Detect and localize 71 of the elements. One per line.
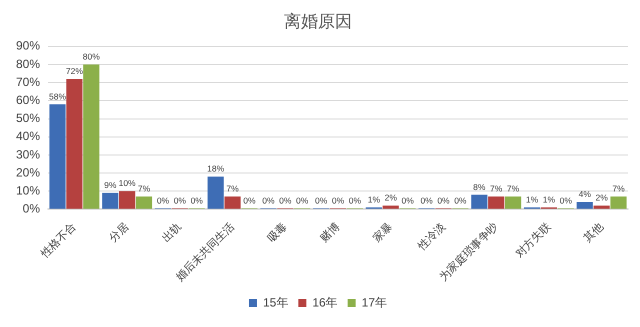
- x-tick-label: 性冷淡: [415, 220, 448, 254]
- data-label: 0%: [174, 195, 186, 206]
- data-label: 0%: [314, 195, 328, 206]
- data-label: 4%: [578, 189, 592, 200]
- data-label: 0%: [332, 195, 345, 206]
- data-label: 0%: [420, 195, 434, 206]
- data-label: 0%: [560, 195, 572, 206]
- y-tick-label: 0%: [22, 202, 40, 216]
- data-label: 0%: [262, 195, 275, 206]
- legend-label: 15年: [262, 295, 288, 310]
- data-label: 7%: [612, 184, 626, 194]
- y-tick-label: 20%: [16, 165, 40, 180]
- data-label: 7%: [138, 184, 151, 194]
- data-label: 0%: [437, 195, 450, 206]
- y-tick-label: 70%: [16, 74, 40, 89]
- data-label: 0%: [348, 195, 362, 206]
- data-label: 2%: [595, 192, 608, 203]
- y-tick-label: 90%: [16, 38, 40, 53]
- legend-label: 17年: [362, 295, 388, 310]
- data-label: 10%: [118, 178, 136, 188]
- x-tick-label: 家暴: [370, 220, 395, 245]
- data-label: 7%: [226, 184, 240, 194]
- data-label: 7%: [490, 184, 503, 194]
- x-tick-label: 出轨: [159, 220, 184, 245]
- y-tick-label: 10%: [16, 183, 40, 198]
- bar: [471, 194, 488, 209]
- x-tick-label: 其他: [581, 220, 606, 245]
- bar: [594, 206, 610, 209]
- x-tick-label: 吸毒: [264, 220, 290, 245]
- bar: [382, 206, 399, 209]
- data-label: 0%: [454, 195, 467, 206]
- bar: [119, 191, 136, 209]
- bar: [83, 64, 100, 209]
- bar: [576, 202, 593, 209]
- y-tick-label: 80%: [16, 56, 40, 71]
- data-label: 0%: [401, 195, 414, 206]
- data-label: 8%: [473, 182, 486, 192]
- data-label: 80%: [82, 52, 100, 62]
- x-tick-label: 性格不合: [38, 220, 79, 261]
- y-tick-label: 50%: [16, 111, 40, 126]
- bar: [610, 196, 627, 209]
- data-label: 9%: [104, 180, 117, 190]
- data-label: 0%: [279, 195, 292, 206]
- bar: [102, 192, 118, 209]
- data-label: 7%: [506, 184, 520, 194]
- data-label: 0%: [190, 195, 204, 206]
- legend-label: 16年: [312, 295, 338, 310]
- bar: [488, 196, 504, 209]
- data-label: 72%: [66, 66, 84, 76]
- data-label: 58%: [49, 91, 66, 102]
- x-tick-label: 赌博: [318, 220, 342, 245]
- y-tick-label: 60%: [16, 92, 40, 107]
- data-label: 0%: [156, 195, 170, 206]
- bar: [136, 196, 152, 209]
- x-tick-label: 对方失联: [512, 220, 554, 260]
- y-tick-label: 40%: [16, 129, 40, 144]
- bar: [66, 78, 82, 209]
- data-label: 1%: [542, 194, 556, 205]
- data-label: 0%: [296, 195, 309, 206]
- data-label: 1%: [526, 194, 539, 205]
- bar: [504, 196, 522, 209]
- data-label: 0%: [243, 195, 256, 206]
- y-tick-label: 30%: [16, 147, 40, 162]
- chart-title: 离婚原因: [284, 12, 352, 31]
- x-tick-label: 分居: [107, 220, 132, 245]
- bar: [49, 104, 66, 209]
- data-label: 18%: [207, 164, 225, 174]
- data-label: 2%: [384, 192, 398, 203]
- data-label: 1%: [368, 194, 380, 205]
- bar: [224, 196, 241, 209]
- bar: [208, 176, 224, 209]
